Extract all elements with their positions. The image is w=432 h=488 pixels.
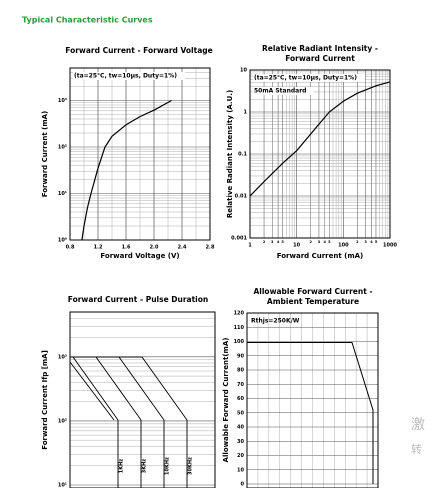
- y-tick-label: 70: [237, 382, 244, 388]
- y-tick-label: 0.1: [238, 152, 247, 158]
- series-line: [81, 99, 172, 241]
- x-tick-label: 4: [277, 240, 280, 244]
- y-tick-label: 10²: [58, 418, 67, 424]
- x-tick-label: 2: [309, 240, 312, 244]
- x-tick-label: 2.8: [206, 245, 215, 251]
- y-tick-label: 20: [237, 453, 244, 459]
- y-tick-label: 10⁰: [58, 238, 67, 244]
- derating-curve: [247, 342, 374, 484]
- pulse-curves: [69, 356, 188, 488]
- plot-frame: [249, 69, 391, 239]
- annotation: 50mA Standard: [254, 88, 306, 95]
- series-line: [249, 81, 391, 197]
- chart-title: Allowable Forward Current -: [253, 287, 372, 296]
- x-tick-label: 3: [364, 240, 367, 244]
- y-axis-label: Allowable Forward Current(mA): [222, 338, 230, 463]
- y-tick-label: 60: [237, 396, 244, 402]
- y-tick-label: 10²: [58, 145, 67, 151]
- x-tick-label: 1.2: [94, 245, 103, 251]
- y-tick-label: 10¹: [58, 483, 67, 488]
- x-tick-label: 5: [281, 240, 284, 244]
- y-axis-label: Forward Current Ifp [mA]: [41, 350, 49, 450]
- chart-title: Ambient Temperature: [267, 297, 359, 306]
- x-tick-label: 1000: [383, 243, 397, 249]
- curve-label: 1KHz: [119, 459, 125, 474]
- x-tick-label: 2.4: [178, 245, 187, 251]
- curve: [69, 361, 115, 421]
- curve: [70, 356, 188, 488]
- plot-frame: [246, 312, 379, 488]
- x-tick-label: 1.6: [122, 245, 131, 251]
- y-tick-label: 0.001: [231, 236, 247, 242]
- x-tick-label: 1: [248, 243, 252, 249]
- annotation-bg: [253, 74, 365, 82]
- y-tick-label: 10³: [58, 354, 67, 360]
- x-tick-label: 10: [293, 243, 300, 249]
- x-axis-label: Forward Voltage (V): [100, 252, 179, 260]
- annotation: (ta=25°C, tw=10μs, Duty=1%): [74, 73, 177, 80]
- watermark: 激: [411, 416, 425, 433]
- x-tick-label: 4: [370, 240, 373, 244]
- page-title: Typical Characteristic Curves: [22, 16, 153, 25]
- x-tick-label: 100: [338, 243, 349, 249]
- x-tick-label: 4: [324, 240, 327, 244]
- x-tick-label: 3: [271, 240, 274, 244]
- y-tick-label: 0.01: [235, 194, 248, 200]
- curve: [70, 356, 165, 488]
- curve: [70, 356, 119, 488]
- curve-label: 10KHz: [165, 457, 171, 475]
- y-tick-label: 120: [234, 311, 245, 317]
- annotation-bg: [253, 87, 313, 95]
- annotation-bg: [73, 72, 185, 80]
- y-tick-label: 1: [244, 110, 248, 116]
- plot-frame: [69, 311, 216, 488]
- x-tick-label: 3: [318, 240, 321, 244]
- y-tick-label: 30: [237, 439, 244, 445]
- x-tick-label: 5: [328, 240, 331, 244]
- y-tick-label: 10³: [58, 98, 67, 104]
- x-tick-label: 2.0: [150, 245, 159, 251]
- curve-label: 3KHz: [142, 459, 148, 474]
- y-tick-label: 90: [237, 353, 244, 359]
- curve-label: 30KHz: [188, 457, 194, 475]
- annotation: (ta=25°C, tw=10μs, Duty=1%): [254, 75, 357, 82]
- y-tick-label: 10: [237, 467, 244, 473]
- y-tick-label: 50: [237, 410, 244, 416]
- y-tick-label: 80: [237, 368, 244, 374]
- x-tick-label: 5: [375, 240, 378, 244]
- annotation: Rthjs=250K/W: [251, 318, 300, 325]
- y-tick-label: 10: [240, 68, 247, 74]
- chart-title: Forward Current - Forward Voltage: [65, 46, 212, 55]
- y-tick-label: 0: [241, 482, 245, 488]
- chart-title: Relative Radiant Intensity -: [262, 44, 378, 53]
- plot-frame: [69, 67, 211, 241]
- chart-title: Forward Current: [285, 54, 355, 63]
- watermark: 转: [411, 442, 422, 456]
- x-tick-label: 2: [356, 240, 359, 244]
- y-axis-label: Forward Current (mA): [41, 111, 49, 198]
- y-tick-label: 40: [237, 425, 244, 431]
- chart-title: Forward Current - Pulse Duration: [68, 295, 208, 304]
- x-tick-label: 0.8: [66, 245, 75, 251]
- x-axis-label: Forward Current (mA): [277, 252, 364, 260]
- y-tick-label: 110: [234, 325, 245, 331]
- y-axis-label: Relative Radiant Intensity (A.U.): [226, 90, 234, 218]
- y-tick-label: 100: [234, 339, 245, 345]
- y-tick-label: 10¹: [58, 191, 67, 197]
- x-tick-label: 2: [263, 240, 266, 244]
